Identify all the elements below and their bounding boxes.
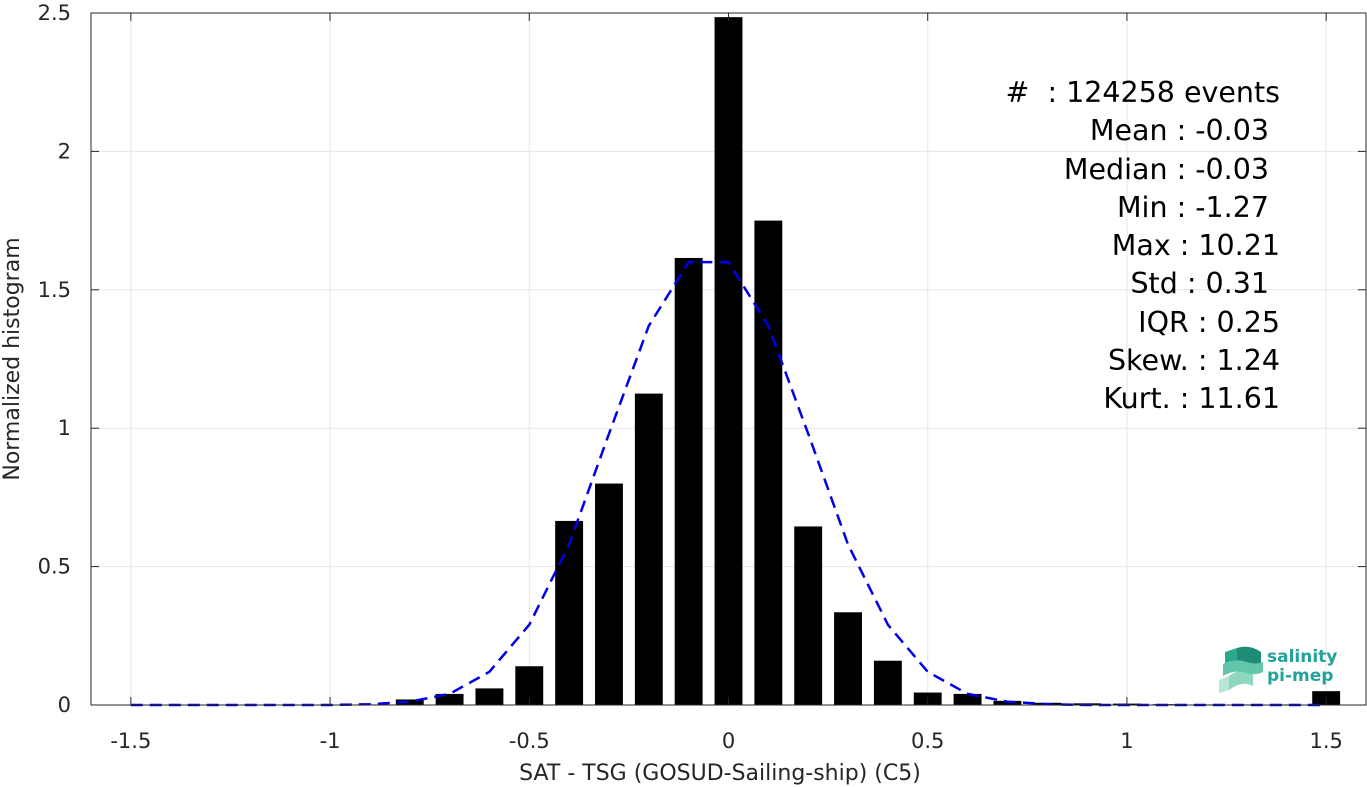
y-axis-ticks: 0 0.5 1 1.5 2 2.5	[38, 1, 1366, 717]
y-tick-label: 1.5	[38, 278, 71, 302]
y-tick-label: 1	[58, 416, 71, 440]
logo-text: salinity pi-mep	[1267, 648, 1337, 686]
histogram-bar	[674, 257, 703, 705]
x-tick-label: -0.5	[509, 729, 550, 753]
histogram-bars	[355, 17, 1341, 706]
x-axis-ticks: -1.5 -1 -0.5 0 0.5 1 1.5	[110, 13, 1343, 753]
histogram-bar	[873, 660, 902, 705]
wave-logo-icon	[1219, 646, 1263, 693]
logo-line-2: pi-mep	[1267, 666, 1334, 686]
x-tick-label: 1.5	[1309, 729, 1342, 753]
x-tick-label: 1	[1120, 729, 1133, 753]
histogram-bar	[435, 693, 464, 705]
y-tick-label: 2.5	[38, 1, 71, 25]
x-tick-label: 0	[722, 729, 735, 753]
salinity-pi-mep-logo: salinity pi-mep	[1217, 646, 1347, 696]
y-tick-label: 0	[58, 693, 71, 717]
y-tick-label: 0.5	[38, 555, 71, 579]
histogram-bar	[634, 393, 663, 705]
logo-line-1: salinity	[1267, 647, 1338, 667]
x-tick-label: 0.5	[911, 729, 944, 753]
histogram-bar	[395, 699, 424, 705]
histogram-bar	[595, 483, 623, 705]
stat-mean: Mean : -0.03	[1089, 114, 1269, 148]
histogram-bar	[754, 220, 783, 705]
y-tick-label: 2	[58, 139, 71, 163]
stat-max: Max : 10.21	[1111, 229, 1280, 263]
histogram-bar	[714, 17, 743, 706]
stat-min: Min : -1.27	[1116, 190, 1269, 224]
y-axis-label: Normalized histogram	[0, 237, 25, 480]
stat-median: Median : -0.03	[1063, 152, 1269, 186]
x-tick-label: -1	[320, 729, 341, 753]
histogram-bar	[555, 520, 584, 705]
stat-skew: Skew. : 1.24	[1107, 344, 1280, 378]
stat-std: Std : 0.31	[1130, 267, 1269, 301]
stat-count: # : 124258 events	[1005, 76, 1280, 109]
x-tick-label: -1.5	[110, 729, 151, 753]
histogram-bar	[834, 612, 862, 705]
statistics-panel: # : 124258 events Mean : -0.03 Median : …	[940, 74, 1280, 419]
stat-kurt: Kurt. : 11.61	[1103, 382, 1280, 416]
histogram-bar	[475, 688, 504, 705]
histogram-bar	[794, 526, 823, 705]
stat-iqr: IQR : 0.25	[1138, 305, 1280, 339]
x-axis-label: SAT - TSG (GOSUD-Sailing-ship) (C5)	[519, 761, 921, 786]
histogram-bar	[953, 693, 982, 705]
